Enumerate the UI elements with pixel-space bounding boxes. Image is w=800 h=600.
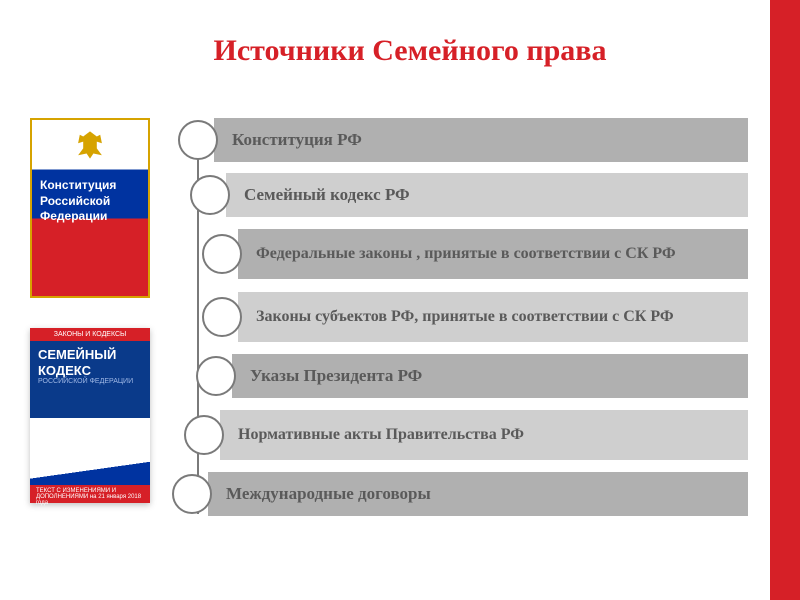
list-item-label: Международные договоры [208,472,748,516]
page-title: Источники Семейного права [60,34,760,68]
book-family-topbar: ЗАКОНЫ И КОДЕКСЫ [30,328,150,341]
bullet-circle [184,415,224,455]
list-item: Конституция РФ [178,118,748,162]
book-family-title: СЕМЕЙНЫЙКОДЕКС [30,341,150,378]
bullet-circle [178,120,218,160]
bullet-circle [190,175,230,215]
bullet-circle [202,297,242,337]
list-item-label: Конституция РФ [214,118,748,162]
book-family-code: ЗАКОНЫ И КОДЕКСЫ СЕМЕЙНЫЙКОДЕКС РОССИЙСК… [30,328,150,503]
sources-diagram: Конституция РФ Семейный кодекс РФ Федера… [178,118,748,527]
book-family-flag: ТЕКСТ С ИЗМЕНЕНИЯМИ И ДОПОЛНЕНИЯМИ на 21… [30,418,150,503]
list-item-label: Указы Президента РФ [232,354,748,398]
list-item-label: Законы субъектов РФ, принятые в соответс… [238,292,748,342]
list-item: Федеральные законы , принятые в соответс… [178,228,748,280]
list-item-label: Нормативные акты Правительства РФ [220,410,748,460]
book-covers: КонституцияРоссийскойФедерации ЗАКОНЫ И … [30,118,150,503]
bullet-circle [196,356,236,396]
book-constitution-label: КонституцияРоссийскойФедерации [40,178,140,225]
book-family-subtitle: РОССИЙСКОЙ ФЕДЕРАЦИИ [30,378,150,385]
list-item: Международные договоры [178,472,748,516]
list-item: Нормативные акты Правительства РФ [178,409,748,461]
bullet-circle [202,234,242,274]
list-item: Семейный кодекс РФ [178,173,748,217]
book-constitution: КонституцияРоссийскойФедерации [30,118,150,298]
accent-sidebar [770,0,800,600]
list-item: Законы субъектов РФ, принятые в соответс… [178,291,748,343]
list-item-label: Семейный кодекс РФ [226,173,748,217]
emblem-icon [73,128,107,162]
list-item-label: Федеральные законы , принятые в соответс… [238,229,748,279]
bullet-circle [172,474,212,514]
book-family-footer: ТЕКСТ С ИЗМЕНЕНИЯМИ И ДОПОЛНЕНИЯМИ на 21… [30,485,150,503]
list-item: Указы Президента РФ [178,354,748,398]
